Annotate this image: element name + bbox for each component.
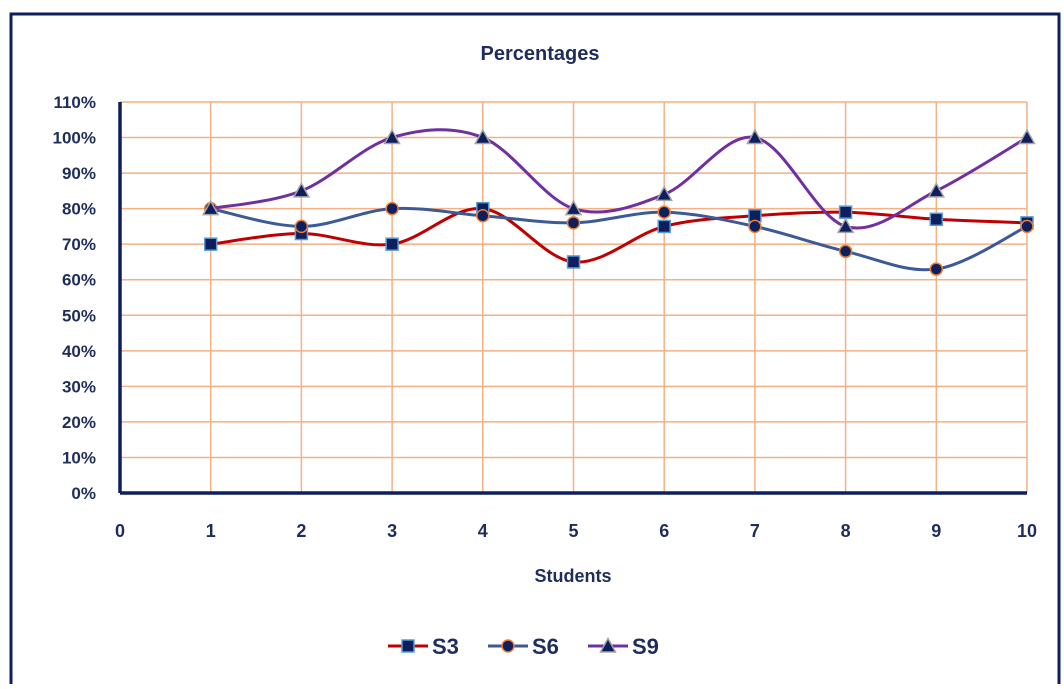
data-point-S3 [838,205,853,219]
data-point-S9 [746,128,764,145]
data-point-S9 [1018,128,1036,145]
data-point-S6 [1020,219,1034,234]
x-tick-label: 3 [387,521,397,541]
y-tick-label: 0% [71,484,96,503]
y-tick-label: 100% [53,129,96,148]
data-point-S9 [383,128,401,145]
series-S6 [203,201,1034,276]
series-line-S9 [210,128,1028,230]
y-tick-label: 80% [62,200,96,219]
y-tick-label: 70% [62,235,96,254]
data-point-S9 [836,217,855,234]
x-tick-label: 5 [568,521,578,541]
x-tick-label: 10 [1017,521,1037,541]
data-point-S6 [748,219,762,234]
x-tick-label: 8 [841,521,851,541]
data-point-S3 [657,219,671,234]
data-point-S6 [476,208,490,223]
x-tick-label: 9 [931,521,941,541]
x-axis-title: Students [534,566,611,586]
data-point-S3 [385,237,399,251]
data-point-S9 [927,181,946,198]
chart-border [9,12,1061,688]
series-S9 [201,128,1036,234]
x-tick-label: 6 [659,521,669,541]
data-point-S9 [201,199,220,216]
legend-item-S6: S6 [488,634,559,659]
y-tick-label: 110% [53,93,96,112]
y-tick-label: 10% [62,448,96,467]
series-layer [201,128,1036,276]
x-tick-label: 1 [206,521,216,541]
data-point-S9 [292,181,311,198]
data-point-S9 [474,128,492,145]
data-point-S3 [929,212,944,227]
x-tick-label: 7 [750,521,760,541]
legend-label: S3 [432,634,459,659]
legend-label: S6 [532,634,559,659]
legend-swatch-marker [599,636,617,653]
data-point-S6 [657,205,671,219]
data-point-S6 [929,262,944,276]
x-tick-label: 4 [478,521,488,541]
series-S3 [203,201,1034,269]
y-tick-label: 50% [62,306,96,325]
chart-title: Percentages [481,43,600,65]
series-line-S6 [210,206,1028,272]
y-tick-label: 60% [62,271,96,290]
x-tick-label: 0 [115,521,125,541]
data-point-S6 [385,201,399,216]
y-tick-label: 20% [62,413,96,432]
legend-label: S9 [632,634,659,659]
data-point-S6 [566,216,581,230]
legend-swatch-marker [501,639,515,653]
series-line-S3 [210,207,1028,264]
data-point-S6 [294,219,309,234]
y-tick-label: 90% [62,164,96,183]
data-point-S6 [838,244,853,259]
data-point-S3 [566,255,581,269]
y-tick-label: 30% [62,377,96,396]
legend-item-S9: S9 [588,634,659,659]
grid-layer [120,101,1028,493]
y-tick-label: 40% [62,342,96,361]
legend-item-S3: S3 [388,634,459,659]
x-tick-label: 2 [296,521,306,541]
axis-layer: 0% 10% 20% 30% 40% 50% 60% 70% 80% 90% 100% 110% 0 1 2… [53,93,1038,541]
legend-swatch-marker [401,639,415,653]
data-point-S9 [564,199,583,216]
data-point-S3 [203,237,218,251]
legend: S3 S6 S9 [388,634,659,659]
data-point-S9 [655,185,673,202]
